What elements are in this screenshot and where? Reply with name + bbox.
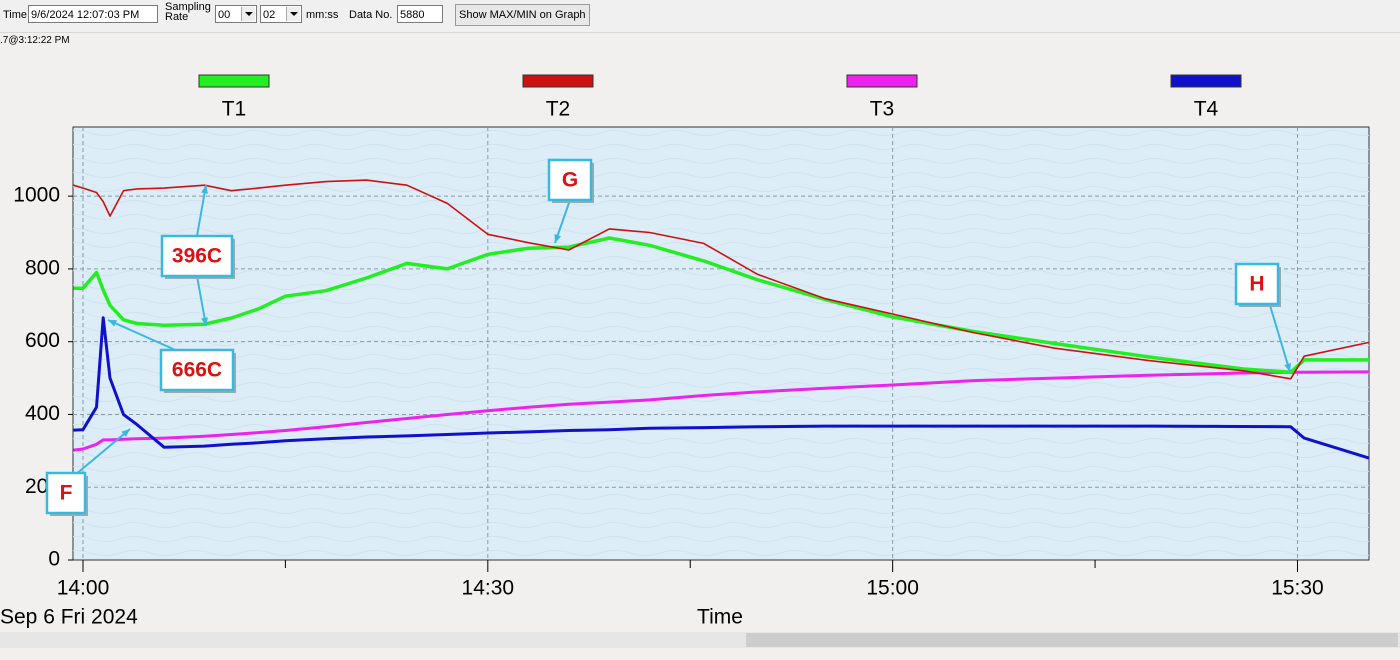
y-tick-label: 0 xyxy=(48,548,60,571)
minutes-value: 00 xyxy=(218,9,231,21)
series-line xyxy=(73,236,1369,374)
callout-box xyxy=(45,471,87,515)
rate-word: Rate xyxy=(165,11,189,23)
callout-arrowhead xyxy=(554,234,562,243)
x-tick-label: 15:00 xyxy=(866,577,919,600)
callout-box xyxy=(1234,262,1280,306)
y-tick-label: 600 xyxy=(25,329,60,352)
rate-unit: mm:ss xyxy=(306,9,339,21)
legend-label: T1 xyxy=(222,98,247,121)
x-axis-label: Time xyxy=(697,606,743,629)
y-tick-label: 800 xyxy=(25,256,60,279)
callout-label: H xyxy=(1249,273,1264,296)
callout-arrow xyxy=(107,319,176,351)
seconds-dropdown[interactable]: 02 xyxy=(260,5,302,23)
legend-swatch xyxy=(522,74,594,88)
callout-arrowhead xyxy=(201,317,208,326)
callout-label: 666C xyxy=(172,359,222,382)
x-tick-label: 14:00 xyxy=(57,577,110,600)
callout-arrowhead xyxy=(1284,363,1291,372)
callout-arrow xyxy=(76,428,131,474)
legend-swatch xyxy=(1170,74,1242,88)
callout-box xyxy=(160,234,234,278)
series-line xyxy=(73,316,1370,460)
callout-label: 396C xyxy=(172,245,222,268)
toolbar: Time 9/6/2024 12:07:03 PM Sampling Rate 0… xyxy=(0,0,1400,33)
callout-arrow xyxy=(1268,303,1291,373)
callout-arrow xyxy=(196,275,207,327)
sampling-label: Sampling Rate xyxy=(165,1,211,23)
legend-swatch xyxy=(846,74,918,88)
legend-label: T4 xyxy=(1194,98,1219,121)
dropdown-arrow[interactable] xyxy=(286,7,300,21)
series-line xyxy=(73,370,1370,452)
callout-arrowhead xyxy=(108,320,117,327)
show-max-min-button[interactable]: Show MAX/MIN on Graph xyxy=(455,4,590,26)
callout-label: G xyxy=(562,169,578,192)
series-line xyxy=(73,179,1370,380)
minutes-dropdown[interactable]: 00 xyxy=(215,5,257,23)
legend-swatch xyxy=(198,74,270,88)
callout-box xyxy=(547,158,593,202)
y-tick-label: 1000 xyxy=(13,184,60,207)
sampling-word: Sampling xyxy=(165,1,211,13)
date-label: Sep 6 Fri 2024 xyxy=(0,606,138,629)
callout-arrowhead xyxy=(201,185,209,194)
time-field[interactable]: 9/6/2024 12:07:03 PM xyxy=(28,5,158,23)
callout-label: F xyxy=(60,482,73,505)
legend-label: T2 xyxy=(546,98,571,121)
scrollbar-thumb[interactable] xyxy=(746,633,1398,647)
time-label: Time xyxy=(3,9,28,21)
callout-arrow xyxy=(196,184,207,237)
status-line: .7@3:12:22 PM xyxy=(0,35,70,46)
y-tick-label: 400 xyxy=(25,402,60,425)
x-tick-label: 15:30 xyxy=(1271,577,1324,600)
seconds-value: 02 xyxy=(263,9,276,21)
callout-box xyxy=(159,348,235,392)
x-tick-label: 14:30 xyxy=(462,577,515,600)
data-no-label: Data No. xyxy=(349,9,393,21)
callout-arrowhead xyxy=(121,429,130,438)
data-no-field[interactable]: 5880 xyxy=(397,5,443,23)
dropdown-arrow[interactable] xyxy=(241,7,255,21)
legend-label: T3 xyxy=(870,98,895,121)
plot-texture xyxy=(73,127,1369,560)
